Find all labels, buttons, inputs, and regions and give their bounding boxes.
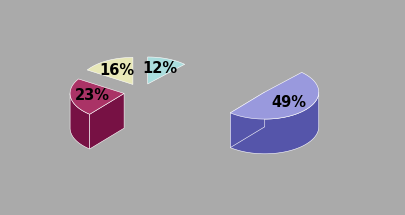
Text: 12%: 12% [142,61,177,76]
Text: 49%: 49% [271,95,306,110]
Polygon shape [147,57,184,84]
Polygon shape [230,72,318,119]
Polygon shape [230,92,264,148]
Polygon shape [90,94,124,149]
Polygon shape [70,79,124,114]
Text: 23%: 23% [75,88,109,103]
Polygon shape [87,57,132,84]
Polygon shape [70,94,90,149]
Text: 16%: 16% [100,63,134,78]
Polygon shape [230,92,318,154]
